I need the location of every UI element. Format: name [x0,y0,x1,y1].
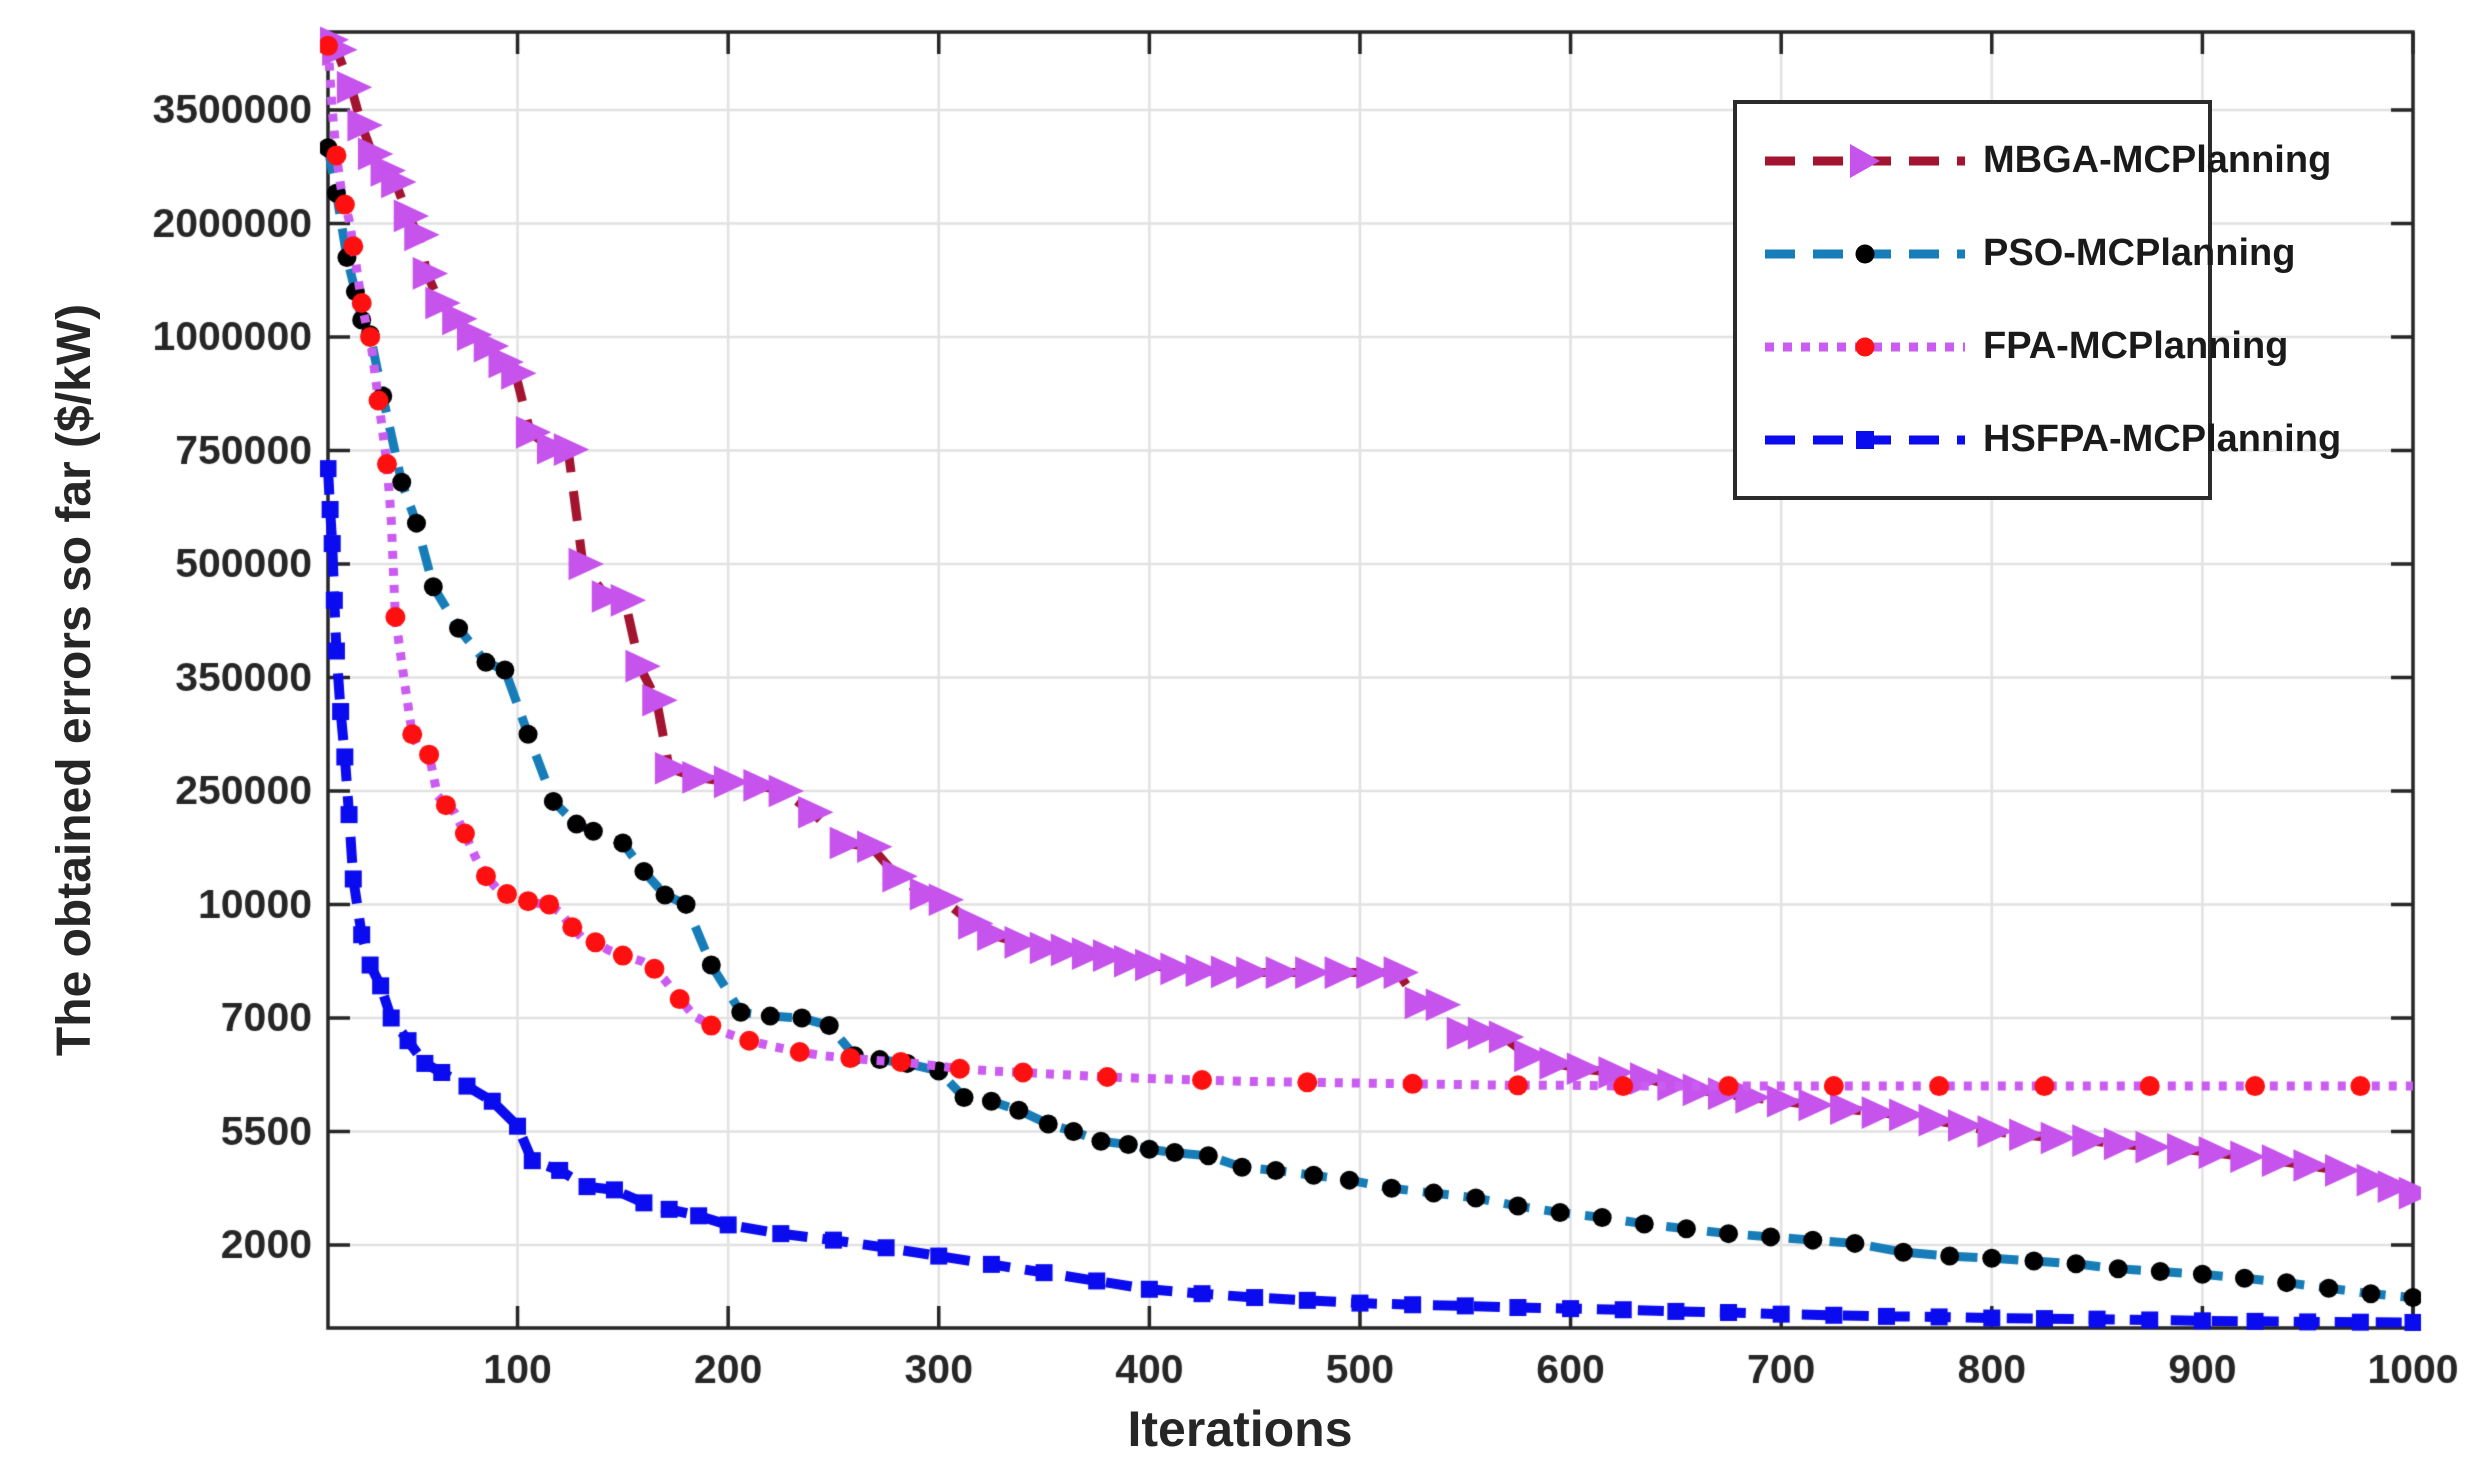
legend-line-sample [1765,141,1965,181]
circle-marker-icon [1855,337,1875,356]
legend-item-label: MBGA-MCPlanning [1983,139,2332,181]
legend-item-label: HSFPA-MCPlanning [1983,418,2342,460]
x-axis-label: Iterations [1127,1401,1353,1457]
legend-item[interactable]: HSFPA-MCPlanning [1737,395,2341,485]
legend: MBGA-MCPlanning PSO-MCPlanning FPA-MCPlann… [1733,100,2341,500]
legend-item[interactable]: MBGA-MCPlanning [1737,116,2331,206]
legend-item-label: PSO-MCPlanning [1983,232,2296,274]
legend-line-sample [1765,420,1965,460]
circle-marker-icon [1855,244,1875,263]
square-marker-icon [1856,430,1874,449]
legend-item[interactable]: FPA-MCPlanning [1737,302,2288,392]
legend-line-sample [1765,234,1965,274]
legend-line-sample [1765,327,1965,367]
triangle-right-marker-icon [1850,143,1880,178]
legend-item-label: FPA-MCPlanning [1983,325,2289,367]
legend-item[interactable]: PSO-MCPlanning [1737,209,2295,299]
